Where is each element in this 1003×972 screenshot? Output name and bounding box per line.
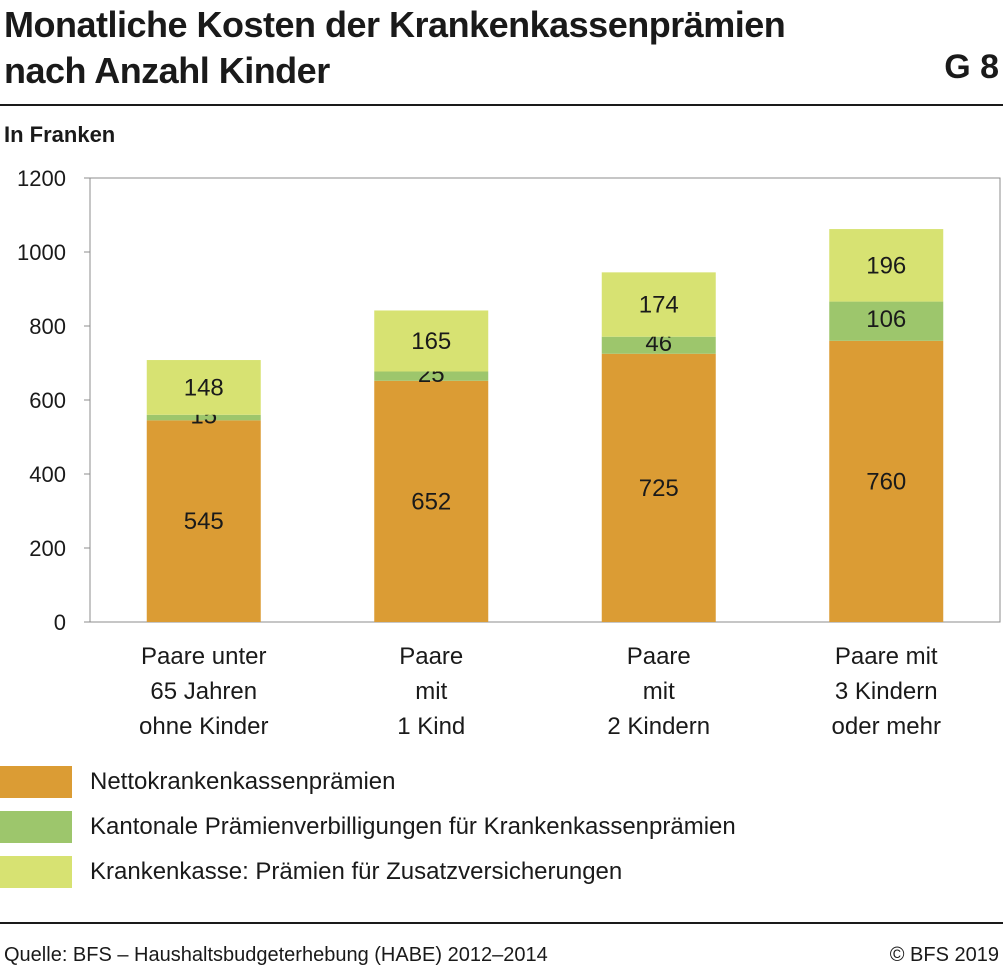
x-category-label: mit (415, 678, 447, 705)
bar-cantonal-reductions (601, 336, 716, 354)
unit-label: In Franken (4, 122, 116, 147)
data-label-supplementary-insurance: 148 (184, 374, 224, 401)
chart-title: Monatliche Kosten der Krankenkassenprämi… (4, 2, 904, 94)
data-label-supplementary-insurance: 165 (411, 328, 451, 355)
x-category-label: Paare unter (141, 643, 266, 670)
x-category-label: Paare (399, 643, 463, 670)
y-tick-label: 0 (54, 610, 66, 635)
bar-net-premiums (601, 353, 716, 622)
y-tick-label: 200 (29, 536, 66, 561)
data-label-net-premiums: 760 (866, 468, 906, 495)
footer-rule (0, 922, 1003, 924)
title-line-1: Monatliche Kosten der Krankenkassenprämi… (4, 4, 786, 45)
x-category-label: 65 Jahren (150, 678, 257, 705)
x-category-label: 3 Kindern (835, 678, 938, 705)
x-category-label: ohne Kinder (139, 713, 268, 740)
bar-net-premiums (146, 420, 261, 622)
x-category-label: 1 Kind (397, 713, 465, 740)
x-category-label: mit (643, 678, 675, 705)
data-label-net-premiums: 545 (184, 508, 224, 535)
bar-supplementary-insurance (146, 360, 261, 415)
data-label-net-premiums: 652 (411, 488, 451, 515)
data-label-supplementary-insurance: 196 (866, 252, 906, 279)
bar-net-premiums (374, 380, 489, 622)
bar-cantonal-reductions (829, 301, 944, 341)
y-tick-label: 1000 (17, 240, 66, 265)
legend-item-net-premiums: Nettokrankenkassenprämien (0, 764, 900, 798)
data-label-cantonal-reductions: 106 (866, 306, 906, 333)
header-rule (0, 104, 1003, 106)
data-label-supplementary-insurance: 174 (639, 292, 679, 319)
x-category-label: 2 Kindern (607, 713, 710, 740)
legend-label-net-premiums: Nettokrankenkassenprämien (90, 768, 396, 795)
copyright: © BFS 2019 (889, 944, 999, 966)
graphic-number: G 8 (944, 48, 999, 86)
y-tick-label: 800 (29, 314, 66, 339)
legend-item-cantonal-reductions: Kantonale Prämienverbilligungen für Kran… (0, 809, 900, 843)
legend-label-cantonal-reductions: Kantonale Prämienverbilligungen für Kran… (90, 813, 736, 840)
legend-swatch-net-premiums (0, 766, 72, 798)
bar-cantonal-reductions (146, 414, 261, 421)
bar-net-premiums (829, 340, 944, 622)
x-category-label: Paare mit (835, 643, 938, 670)
legend-item-supplementary-insurance: Krankenkasse: Prämien für Zusatzversiche… (0, 854, 900, 888)
legend-label-supplementary-insurance: Krankenkasse: Prämien für Zusatzversiche… (90, 858, 623, 885)
y-tick-label: 1200 (17, 166, 66, 191)
bar-supplementary-insurance (829, 229, 944, 302)
x-category-label: oder mehr (832, 713, 941, 740)
bar-cantonal-reductions (374, 371, 489, 381)
bar-supplementary-insurance (601, 272, 716, 337)
title-line-2: nach Anzahl Kinder (4, 50, 330, 91)
y-tick-label: 400 (29, 462, 66, 487)
legend-swatch-supplementary-insurance (0, 856, 72, 888)
bar-supplementary-insurance (374, 310, 489, 372)
legend-swatch-cantonal-reductions (0, 811, 72, 843)
source-note: Quelle: BFS – Haushaltsbudgeterhebung (H… (4, 944, 548, 966)
y-tick-label: 600 (29, 388, 66, 413)
x-category-label: Paare (627, 643, 691, 670)
data-label-net-premiums: 725 (639, 475, 679, 502)
